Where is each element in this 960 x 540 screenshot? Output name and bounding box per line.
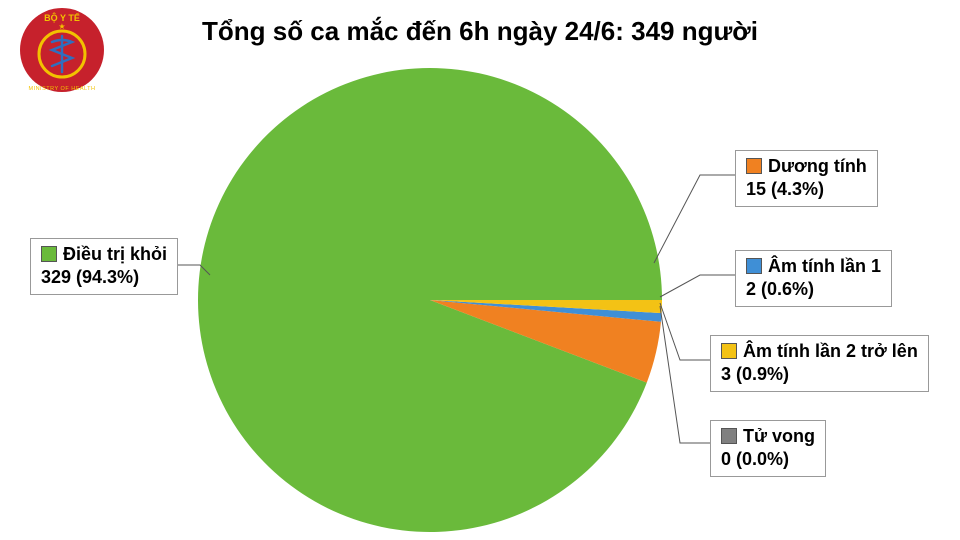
label-line1: Dương tính xyxy=(768,156,867,176)
label-neg1: Âm tính lần 1 2 (0.6%) xyxy=(735,250,892,307)
label-line2: 0 (0.0%) xyxy=(721,449,789,469)
label-line2: 3 (0.9%) xyxy=(721,364,789,384)
swatch-positive xyxy=(746,158,762,174)
label-recovered: Điều trị khỏi 329 (94.3%) xyxy=(30,238,178,295)
label-line2: 329 (94.3%) xyxy=(41,267,139,287)
label-line1: Điều trị khỏi xyxy=(63,244,167,264)
swatch-recovered xyxy=(41,246,57,262)
label-line2: 2 (0.6%) xyxy=(746,279,814,299)
label-positive: Dương tính 15 (4.3%) xyxy=(735,150,878,207)
label-neg2plus: Âm tính lần 2 trở lên 3 (0.9%) xyxy=(710,335,929,392)
label-line1: Âm tính lần 2 trở lên xyxy=(743,341,918,361)
swatch-neg1 xyxy=(746,258,762,274)
label-line1: Âm tính lần 1 xyxy=(768,256,881,276)
swatch-neg2plus xyxy=(721,343,737,359)
label-line1: Tử vong xyxy=(743,426,815,446)
swatch-death xyxy=(721,428,737,444)
label-line2: 15 (4.3%) xyxy=(746,179,824,199)
label-death: Tử vong 0 (0.0%) xyxy=(710,420,826,477)
